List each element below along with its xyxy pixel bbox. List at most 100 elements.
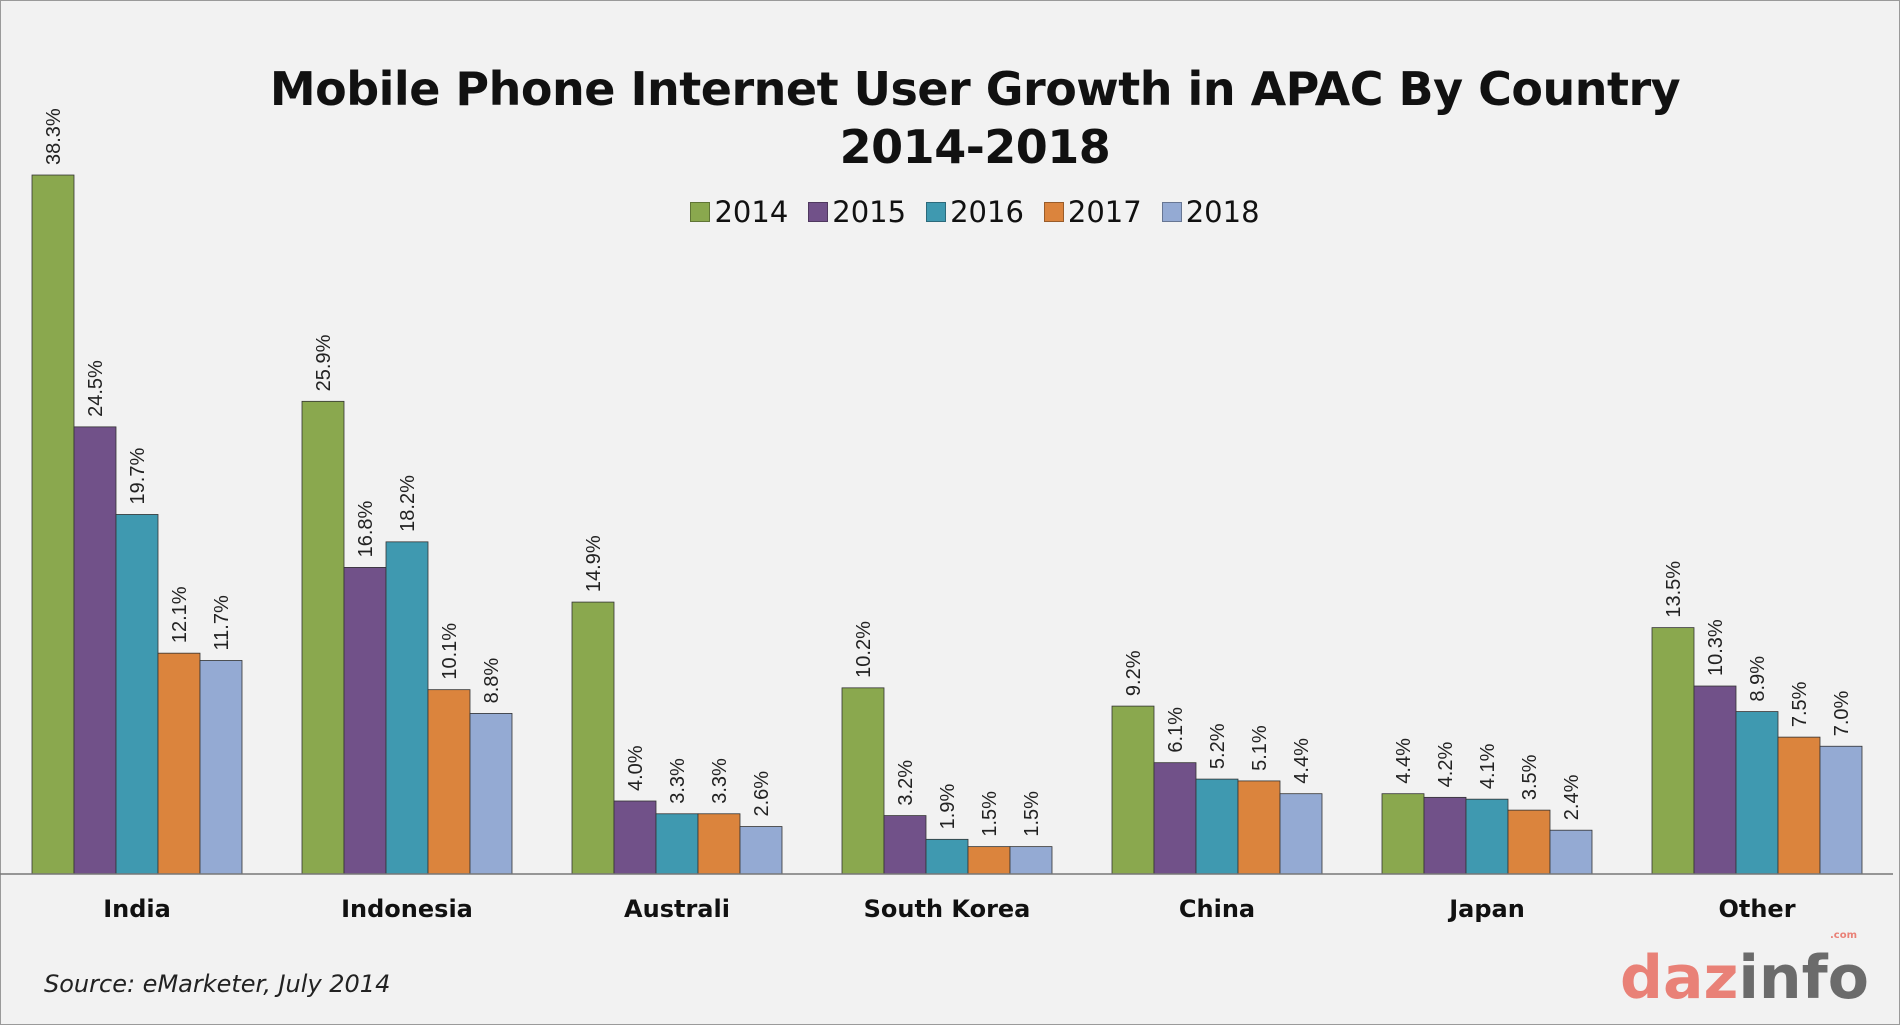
data-label: 4.2% bbox=[1435, 742, 1457, 788]
legend-item: 2018 bbox=[1161, 195, 1260, 229]
bar bbox=[1735, 711, 1779, 875]
logo-part1: daz bbox=[1620, 943, 1739, 1013]
bar bbox=[115, 514, 159, 875]
category-label: India bbox=[103, 895, 171, 923]
data-label: 4.4% bbox=[1291, 738, 1313, 784]
legend-item: 2017 bbox=[1043, 195, 1142, 229]
legend-label: 2015 bbox=[832, 195, 907, 229]
bar bbox=[739, 826, 783, 875]
legend-label: 2017 bbox=[1067, 195, 1142, 229]
data-label: 19.7% bbox=[127, 448, 149, 505]
data-label: 10.2% bbox=[853, 621, 875, 678]
legend-item: 2014 bbox=[690, 195, 788, 229]
bar bbox=[1153, 762, 1197, 875]
bar bbox=[1195, 778, 1239, 875]
legend-label: 2016 bbox=[950, 195, 1024, 229]
data-label: 13.5% bbox=[1663, 561, 1685, 618]
bar bbox=[1111, 705, 1155, 875]
legend-item: 2016 bbox=[926, 195, 1024, 229]
data-label: 2.4% bbox=[1561, 774, 1583, 820]
legend-label: 2014 bbox=[714, 195, 789, 229]
data-label: 3.2% bbox=[895, 760, 917, 806]
legend: 2014 2015 2016 2017 2018 bbox=[0, 195, 1900, 229]
data-label: 1.9% bbox=[937, 784, 959, 830]
bar bbox=[841, 687, 885, 875]
data-label: 4.1% bbox=[1477, 743, 1499, 789]
dazeinfo-logo: dazinfo bbox=[1620, 948, 1869, 1008]
bar bbox=[157, 652, 201, 875]
legend-item: 2015 bbox=[808, 195, 906, 229]
bar bbox=[613, 800, 657, 875]
bar bbox=[1465, 798, 1509, 875]
data-label: 16.8% bbox=[355, 500, 377, 557]
category-label: China bbox=[1179, 895, 1255, 923]
bar bbox=[427, 689, 471, 875]
bar bbox=[1819, 745, 1863, 875]
data-label: 3.3% bbox=[709, 758, 731, 804]
data-label: 10.1% bbox=[439, 623, 461, 680]
bar bbox=[1381, 793, 1425, 875]
category-label: Indonesia bbox=[341, 895, 473, 923]
category-label: Other bbox=[1718, 895, 1795, 923]
bar bbox=[655, 813, 699, 875]
data-label: 2.6% bbox=[751, 771, 773, 817]
legend-swatch bbox=[926, 202, 947, 222]
bar bbox=[469, 713, 513, 875]
data-label: 10.3% bbox=[1705, 619, 1727, 676]
data-label: 5.1% bbox=[1249, 725, 1271, 771]
data-label: 9.2% bbox=[1123, 650, 1145, 696]
legend-label: 2018 bbox=[1185, 195, 1260, 229]
bar bbox=[1423, 796, 1467, 875]
bar bbox=[967, 846, 1011, 875]
data-label: 3.5% bbox=[1519, 754, 1541, 800]
bar bbox=[1549, 829, 1593, 875]
data-label: 7.0% bbox=[1831, 690, 1853, 736]
data-label: 5.2% bbox=[1207, 723, 1229, 769]
chart-subtitle: 2014-2018 bbox=[839, 120, 1111, 174]
data-label: 11.7% bbox=[211, 595, 233, 650]
data-label: 38.3% bbox=[43, 108, 65, 165]
data-label: 4.0% bbox=[625, 745, 647, 791]
bar bbox=[1237, 780, 1281, 875]
data-label: 12.1% bbox=[169, 586, 191, 643]
legend-swatch bbox=[808, 202, 829, 222]
data-label: 18.2% bbox=[397, 475, 419, 532]
logo-part2: info bbox=[1738, 943, 1869, 1013]
data-label: 6.1% bbox=[1165, 707, 1187, 753]
bar bbox=[1507, 809, 1551, 875]
data-label: 8.9% bbox=[1747, 656, 1769, 702]
bar bbox=[697, 813, 741, 875]
bar bbox=[31, 174, 75, 875]
bar bbox=[385, 541, 429, 875]
bar bbox=[301, 400, 345, 875]
bar bbox=[1651, 627, 1695, 875]
chart-title: Mobile Phone Internet User Growth in APA… bbox=[269, 62, 1681, 116]
data-label: 3.3% bbox=[667, 758, 689, 804]
bar bbox=[1777, 736, 1821, 875]
data-label: 1.5% bbox=[979, 791, 1001, 837]
legend-swatch bbox=[690, 202, 711, 222]
bar bbox=[199, 660, 243, 875]
bar bbox=[925, 838, 969, 875]
bar bbox=[1693, 685, 1737, 875]
category-label: Australi bbox=[624, 895, 730, 923]
data-label: 14.9% bbox=[583, 535, 605, 592]
data-label: 1.5% bbox=[1021, 791, 1043, 837]
bar bbox=[343, 567, 387, 875]
bar bbox=[883, 815, 927, 875]
bar bbox=[571, 601, 615, 875]
data-label: 4.4% bbox=[1393, 738, 1415, 784]
data-label: 25.9% bbox=[313, 334, 335, 391]
bar bbox=[1009, 846, 1053, 875]
category-label: Japan bbox=[1447, 895, 1525, 923]
data-label: 24.5% bbox=[85, 360, 107, 417]
data-label: 8.8% bbox=[481, 658, 503, 704]
logo-suffix: .com bbox=[1830, 930, 1858, 941]
legend-swatch bbox=[1161, 202, 1182, 222]
source-note: Source: eMarketer, July 2014 bbox=[44, 970, 391, 998]
category-label: South Korea bbox=[864, 895, 1031, 923]
bar bbox=[73, 426, 117, 875]
bar bbox=[1279, 793, 1323, 875]
data-label: 7.5% bbox=[1789, 681, 1811, 727]
